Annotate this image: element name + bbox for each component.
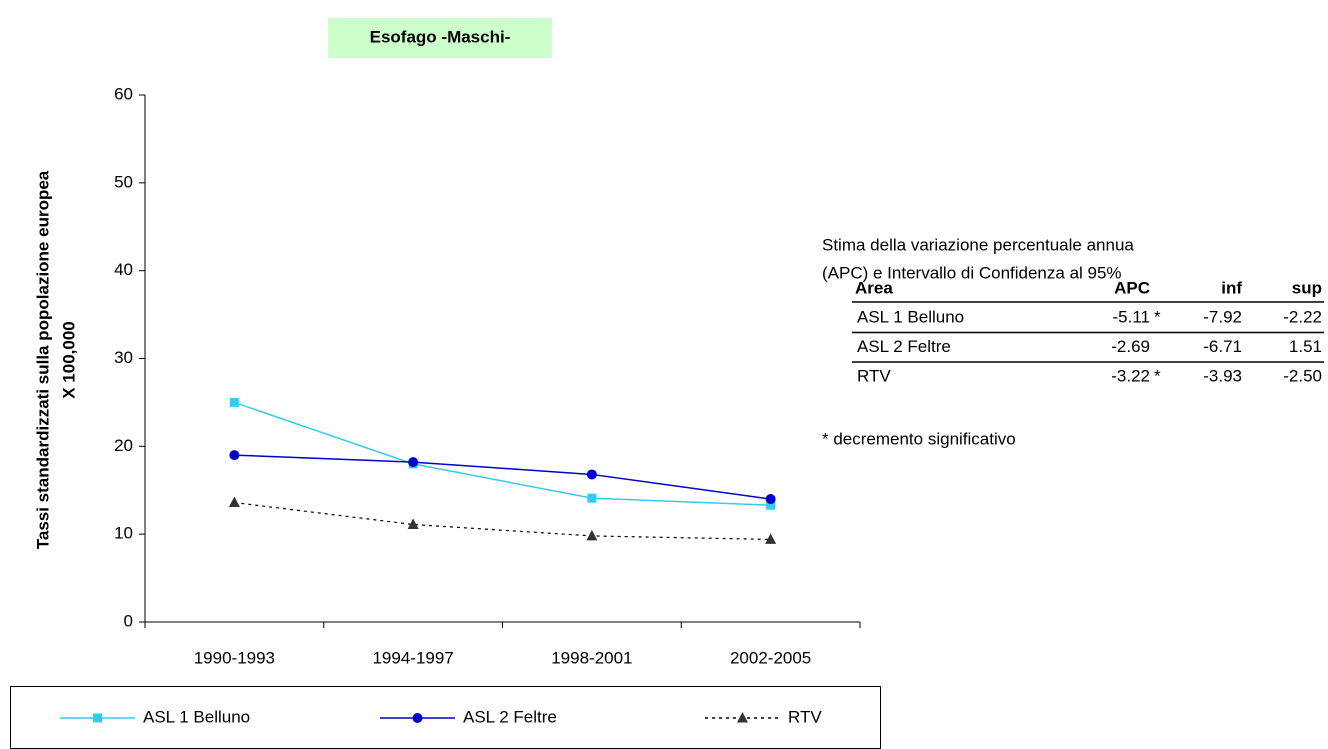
series-line	[234, 401, 771, 506]
table-header: inf	[1221, 278, 1242, 297]
table-cell: -2.22	[1283, 307, 1322, 326]
table-header: Area	[855, 278, 893, 297]
y-tick-label: 50	[114, 172, 133, 191]
table-cell: 1.51	[1289, 337, 1322, 356]
table-cell: *	[1154, 307, 1161, 326]
marker	[228, 496, 240, 508]
x-tick-label: 1994-1997	[372, 648, 453, 667]
marker	[412, 713, 423, 723]
table-footnote: * decremento significativo	[822, 429, 1016, 448]
marker	[586, 529, 598, 541]
y-tick-label: 30	[114, 348, 133, 367]
y-tick-label: 40	[114, 260, 133, 279]
x-tick-label: 1990-1993	[194, 648, 275, 667]
table-cell: RTV	[857, 366, 891, 385]
marker	[229, 397, 239, 407]
table-cell: -7.92	[1203, 307, 1242, 326]
y-tick-label: 20	[114, 436, 133, 455]
table-cell: -2.69	[1111, 337, 1150, 356]
chart-title: Esofago -Maschi-	[370, 27, 511, 46]
y-tick-label: 10	[114, 524, 133, 543]
table-cell: *	[1154, 366, 1161, 385]
table-cell: -3.22	[1111, 366, 1150, 385]
series-line	[234, 501, 771, 541]
table-header: sup	[1292, 278, 1322, 297]
legend-label: ASL 2 Feltre	[463, 707, 557, 726]
x-tick-label: 1998-2001	[551, 648, 632, 667]
marker	[407, 518, 419, 530]
table-caption: Stima della variazione percentuale annua	[822, 235, 1134, 254]
y-tick-label: 0	[124, 611, 133, 630]
table-cell: -2.50	[1283, 366, 1322, 385]
x-tick-label: 2002-2005	[730, 648, 811, 667]
marker	[93, 713, 102, 723]
table-cell: -6.71	[1203, 337, 1242, 356]
title-box	[328, 18, 552, 58]
marker	[586, 469, 597, 480]
marker	[229, 450, 240, 461]
table-cell: ASL 2 Feltre	[857, 337, 951, 356]
table-cell: ASL 1 Belluno	[857, 307, 964, 326]
marker	[766, 500, 776, 510]
marker	[765, 494, 776, 505]
marker	[587, 493, 597, 503]
y-axis-label: X 100,000	[59, 321, 78, 399]
legend-label: ASL 1 Belluno	[143, 707, 250, 726]
table-cell: -5.11	[1113, 307, 1151, 326]
marker	[408, 457, 419, 468]
table-header: APC	[1114, 278, 1150, 297]
table-caption: (APC) e Intervallo di Confidenza al 95%	[822, 263, 1122, 282]
marker	[737, 712, 748, 723]
y-axis-label: Tassi standardizzati sulla popolazione e…	[33, 170, 52, 549]
marker	[765, 533, 777, 544]
legend-label: RTV	[788, 707, 822, 726]
y-tick-label: 60	[114, 84, 133, 103]
table-cell: -3.93	[1203, 366, 1242, 385]
series-line	[234, 454, 771, 500]
